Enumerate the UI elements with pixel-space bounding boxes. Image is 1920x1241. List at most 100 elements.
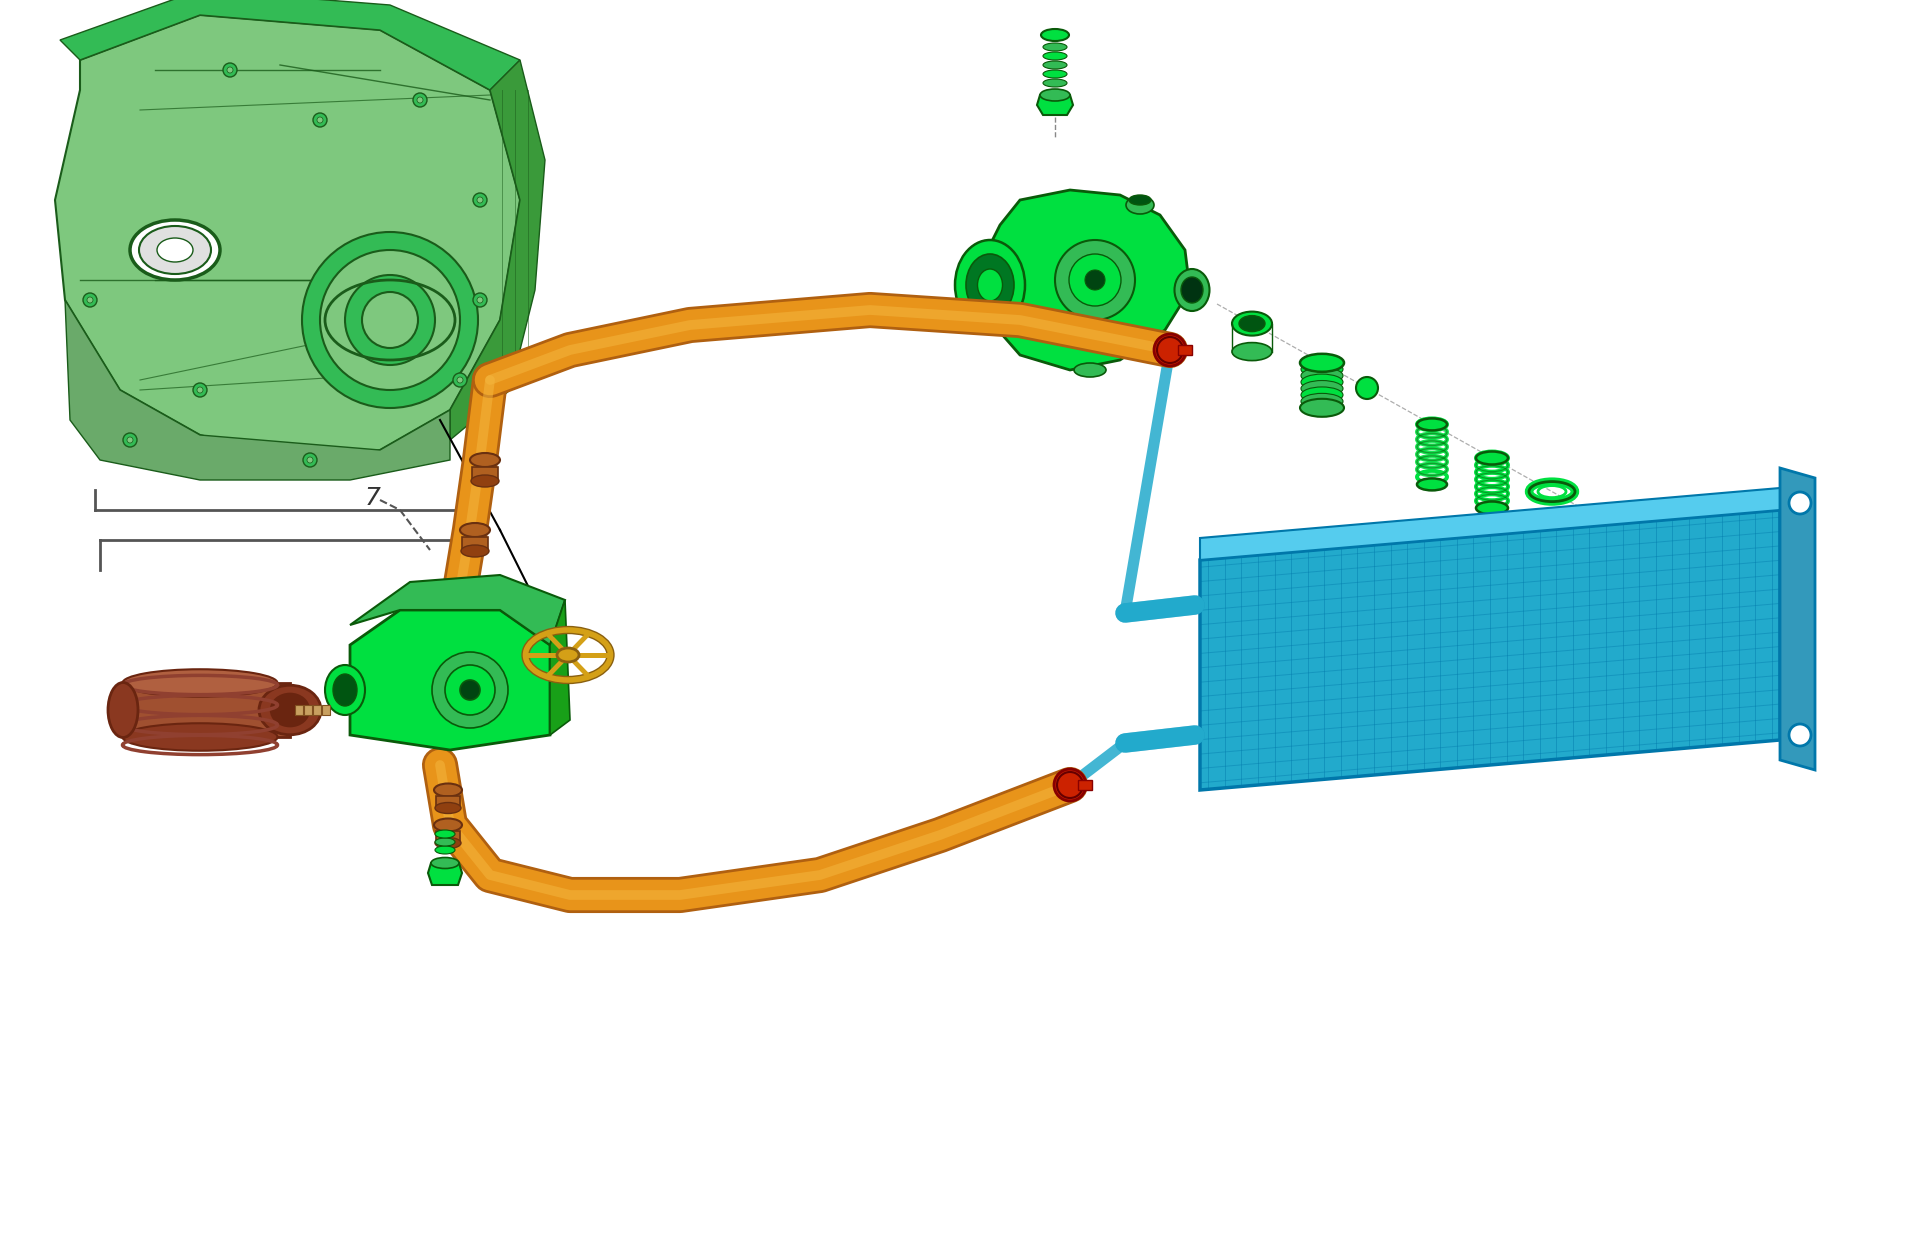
Bar	[296, 705, 303, 715]
Bar	[472, 467, 497, 482]
Ellipse shape	[1125, 196, 1154, 213]
Ellipse shape	[1642, 563, 1693, 581]
Circle shape	[1069, 254, 1121, 307]
Ellipse shape	[1043, 61, 1068, 69]
Polygon shape	[1580, 513, 1634, 536]
Circle shape	[1085, 271, 1106, 290]
Circle shape	[472, 194, 488, 207]
Circle shape	[346, 276, 436, 365]
Ellipse shape	[1043, 69, 1068, 78]
Ellipse shape	[1476, 452, 1507, 464]
Circle shape	[313, 113, 326, 127]
Circle shape	[223, 63, 236, 77]
Circle shape	[445, 665, 495, 715]
Polygon shape	[979, 190, 1190, 370]
Ellipse shape	[1175, 269, 1210, 311]
Circle shape	[453, 374, 467, 387]
Ellipse shape	[1586, 529, 1628, 545]
Circle shape	[472, 293, 488, 307]
Bar	[1077, 781, 1092, 791]
Bar	[463, 537, 488, 551]
Ellipse shape	[108, 683, 138, 737]
Ellipse shape	[259, 685, 321, 735]
Polygon shape	[65, 300, 449, 480]
Ellipse shape	[954, 240, 1025, 330]
Circle shape	[413, 93, 426, 107]
Bar	[313, 705, 321, 715]
Polygon shape	[549, 599, 570, 735]
Ellipse shape	[436, 803, 461, 814]
Ellipse shape	[1302, 387, 1342, 403]
Ellipse shape	[1417, 418, 1448, 431]
Circle shape	[1789, 491, 1811, 514]
Polygon shape	[123, 683, 290, 737]
Ellipse shape	[436, 838, 461, 849]
Ellipse shape	[434, 819, 463, 831]
Ellipse shape	[123, 724, 278, 751]
Ellipse shape	[1300, 398, 1344, 417]
Ellipse shape	[271, 694, 309, 726]
Circle shape	[321, 249, 461, 390]
Circle shape	[363, 292, 419, 347]
Circle shape	[83, 293, 98, 307]
Ellipse shape	[436, 838, 455, 846]
Circle shape	[432, 652, 509, 728]
Polygon shape	[60, 0, 520, 91]
Ellipse shape	[157, 238, 194, 262]
Circle shape	[127, 437, 132, 443]
Ellipse shape	[470, 475, 499, 486]
Bar	[436, 831, 461, 843]
Text: 7: 7	[365, 486, 380, 510]
Circle shape	[1054, 240, 1135, 320]
Ellipse shape	[324, 665, 365, 715]
Circle shape	[198, 387, 204, 393]
Ellipse shape	[470, 453, 499, 467]
Ellipse shape	[332, 674, 357, 706]
Ellipse shape	[557, 648, 580, 661]
Circle shape	[317, 117, 323, 123]
Ellipse shape	[1129, 195, 1150, 205]
Ellipse shape	[123, 669, 278, 696]
Circle shape	[123, 433, 136, 447]
Ellipse shape	[1417, 478, 1448, 490]
Ellipse shape	[1302, 393, 1342, 410]
Ellipse shape	[1596, 520, 1619, 529]
Ellipse shape	[1302, 381, 1342, 397]
Polygon shape	[349, 611, 549, 750]
Ellipse shape	[1043, 79, 1068, 87]
Bar	[303, 705, 311, 715]
Bar	[323, 705, 330, 715]
Polygon shape	[1037, 96, 1073, 115]
Polygon shape	[449, 60, 545, 441]
Ellipse shape	[966, 254, 1014, 316]
Ellipse shape	[1302, 355, 1342, 371]
Ellipse shape	[1233, 311, 1271, 335]
Ellipse shape	[461, 522, 490, 537]
Ellipse shape	[1300, 354, 1344, 372]
Ellipse shape	[436, 830, 455, 838]
Ellipse shape	[434, 783, 463, 797]
Bar	[436, 795, 461, 808]
Ellipse shape	[430, 858, 459, 869]
Circle shape	[457, 377, 463, 383]
Circle shape	[476, 297, 484, 303]
Ellipse shape	[461, 545, 490, 557]
Circle shape	[417, 97, 422, 103]
Ellipse shape	[1302, 374, 1342, 390]
Circle shape	[1154, 334, 1187, 366]
Polygon shape	[1200, 488, 1780, 560]
Polygon shape	[349, 575, 564, 645]
Circle shape	[301, 232, 478, 408]
Bar	[1179, 345, 1192, 355]
Ellipse shape	[1302, 361, 1342, 377]
Ellipse shape	[1043, 43, 1068, 51]
Circle shape	[461, 680, 480, 700]
Ellipse shape	[138, 226, 211, 274]
Ellipse shape	[1417, 418, 1448, 431]
Circle shape	[476, 197, 484, 204]
Polygon shape	[1200, 510, 1780, 791]
Ellipse shape	[1043, 52, 1068, 60]
Polygon shape	[56, 15, 520, 460]
Circle shape	[1789, 724, 1811, 746]
Circle shape	[86, 297, 92, 303]
